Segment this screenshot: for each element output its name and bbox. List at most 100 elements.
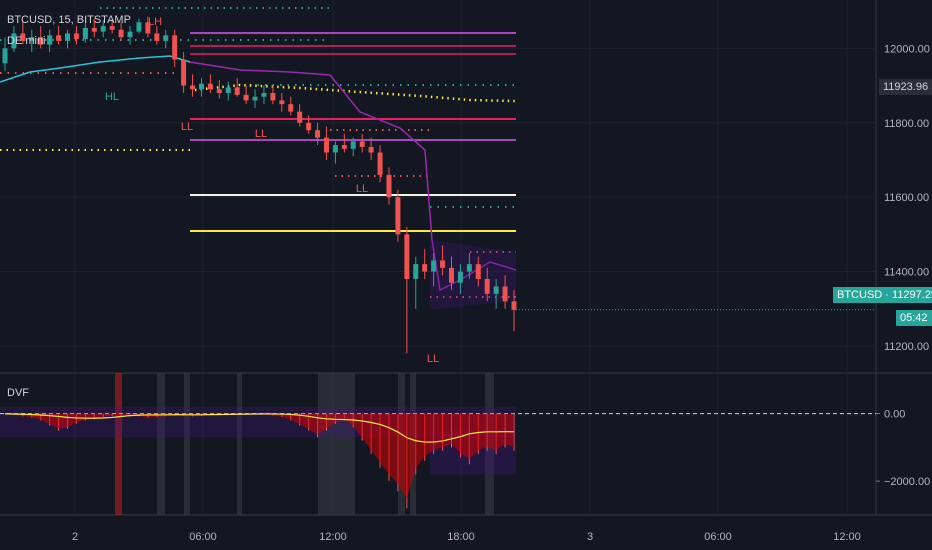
candle-body [511,301,517,310]
candlestick-series [2,16,517,354]
price-tick-label: 11200.00 [884,341,929,353]
price-tick-label: 11800.00 [884,118,929,130]
oscillator-highlight-band [157,373,165,515]
yellow-dot-series [194,83,517,103]
candle-body [377,152,383,175]
candle-body [422,264,428,272]
candle-body [47,35,53,45]
candle-body [243,94,249,101]
pivot-label: LL [181,121,193,133]
candle-body [190,85,196,90]
candle-body [448,267,454,283]
candle-body [323,137,329,153]
candle-body [279,100,285,105]
candle-body [466,264,472,272]
pivot-label: LL [356,183,368,195]
time-tick-label: 3 [587,531,593,543]
candle-body [502,286,508,302]
pivot-label: LL [427,353,439,365]
candle-body [413,264,419,279]
candle-body [154,33,160,41]
last-price-label: BTCUSD · 11297.29 [833,287,932,303]
pivot-label: LL [255,128,267,140]
purple-moving-average [189,61,517,292]
time-tick-label: 06:00 [704,531,732,543]
candle-body [91,27,97,32]
candle-body [395,197,401,235]
pivot-label: HL [105,91,119,103]
candle-body [341,145,347,149]
oscillator-area [5,413,514,499]
candle-body [234,87,240,95]
candle-body [2,48,8,64]
candle-body [216,89,222,93]
time-tick-label: 12:00 [833,531,861,543]
candle-body [359,141,365,147]
price-axis[interactable]: 12000.00 11800.00 11600.00 11400.00 11200.00… [876,43,930,488]
candle-body [198,83,204,90]
price-tick-label: 11400.00 [884,267,929,279]
candle-body [252,96,258,101]
candle-body [440,260,446,268]
candle-body [475,264,481,279]
candle-body [350,141,356,149]
bar-countdown-label: 05:42 [896,310,932,326]
candle-body [11,33,17,49]
candle-body [225,87,231,93]
teal-moving-average [0,55,191,83]
indicator-legend-lower[interactable]: DVF [7,387,29,399]
candle-body [332,145,338,153]
candle-body [306,122,312,131]
candle-body [288,104,294,112]
reference-price-label: 11923.96 [879,79,932,95]
time-tick-label: 12:00 [319,531,347,543]
symbol-name: BTCUSD [7,14,53,26]
time-tick-label: 18:00 [447,531,475,543]
oscillator-signal-line [4,413,515,443]
oscillator-highlight-band [318,373,355,515]
candle-body [82,27,88,40]
candle-body [136,22,142,32]
candle-body [20,33,26,41]
candle-body [261,93,267,97]
candle-body [56,35,62,41]
candle-body [431,260,437,272]
price-tick-label: 11600.00 [884,192,929,204]
time-axis[interactable]: 2 06:00 12:00 18:00 3 06:00 12:00 [72,531,861,543]
indicator-legend-main[interactable]: DE mini [7,35,46,47]
candle-body [297,111,303,123]
candle-body [207,83,213,90]
candle-body [109,26,115,30]
candle-body [404,234,410,279]
oscillator-highlight-band [237,373,242,515]
time-tick-label: 2 [72,531,78,543]
candle-body [181,59,187,86]
chart-legend-symbol[interactable]: BTCUSD, 15, BITSTAMP [7,14,131,26]
candle-body [29,37,35,41]
candle-body [65,33,71,41]
candle-body [315,130,321,138]
candle-body [457,271,463,283]
candle-body [368,146,374,153]
candle-body [145,22,151,34]
candle-body [493,286,499,294]
candle-body [38,37,44,45]
price-tick-label: 12000.00 [884,43,930,55]
time-tick-label: 06:00 [189,531,217,543]
pivot-label: LH [148,16,162,28]
oscillator-pane [0,373,876,515]
candle-body [484,279,490,294]
candle-body [100,26,106,32]
oscillator-tick-label: 0.00 [884,409,905,421]
candle-body [127,31,133,38]
candle-body [386,174,392,198]
candle-body [163,35,169,41]
candle-body [73,33,79,40]
candle-body [172,35,178,60]
exchange: BITSTAMP [76,14,131,26]
oscillator-highlight-band [184,373,190,515]
candle-body [270,93,276,101]
candle-body [118,29,124,38]
oscillator-highlight-band [115,373,122,515]
